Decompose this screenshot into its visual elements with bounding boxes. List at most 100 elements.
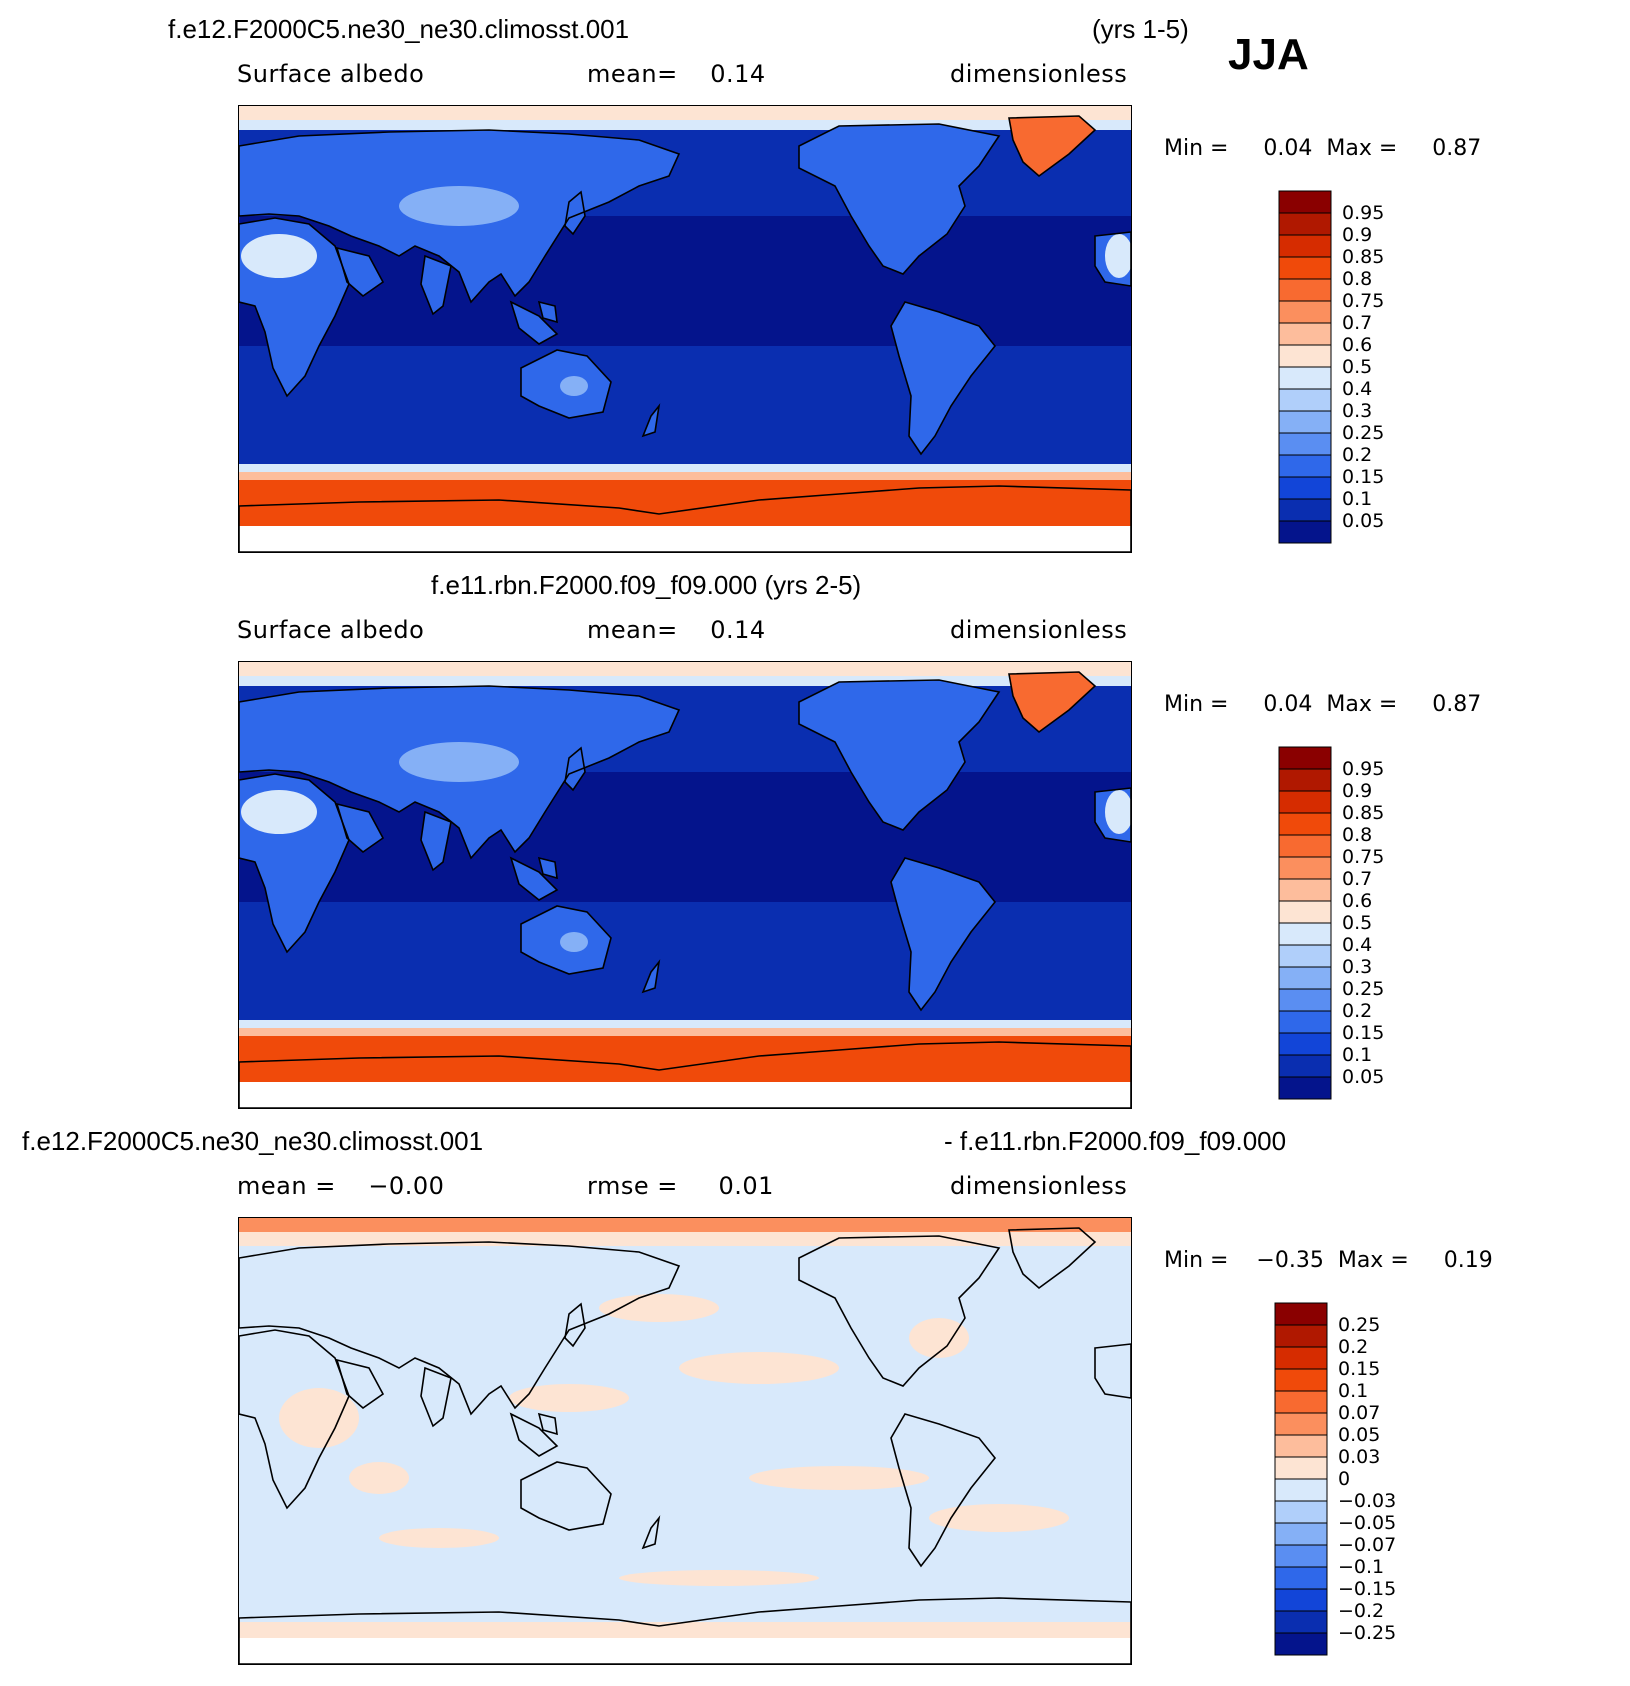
panel1-min-max: Min = 0.04 Max = 0.87 — [1164, 136, 1482, 161]
colorbar-label: −0.25 — [1338, 1622, 1396, 1644]
colorbar-swatch — [1278, 410, 1332, 434]
colorbar-swatch — [1274, 1566, 1328, 1590]
colorbar-label: −0.03 — [1338, 1490, 1396, 1512]
colorbar-swatch — [1274, 1632, 1328, 1656]
colorbar-swatch — [1278, 790, 1332, 814]
colorbar-label: 0.3 — [1342, 400, 1372, 422]
colorbar-label: 0.7 — [1342, 868, 1372, 890]
panel3-colorbar: 0.250.20.150.10.070.050.030−0.03−0.05−0.… — [1274, 1302, 1396, 1656]
colorbar-label: 0.25 — [1342, 978, 1384, 1000]
colorbar-swatch — [1274, 1346, 1328, 1370]
colorbar-label: 0.8 — [1342, 824, 1372, 846]
colorbar-swatch — [1278, 1076, 1332, 1100]
colorbar-label: 0.05 — [1342, 510, 1384, 532]
colorbar-swatch — [1278, 432, 1332, 456]
colorbar-label: 0.15 — [1342, 1022, 1384, 1044]
colorbar-swatch — [1278, 388, 1332, 412]
panel1-mean-label: mean= 0.14 — [587, 60, 766, 88]
colorbar-swatch — [1278, 966, 1332, 990]
panel1-units-label: dimensionless — [950, 60, 1128, 88]
panel1-title-right: (yrs 1-5) — [1092, 14, 1189, 44]
colorbar-swatch — [1278, 900, 1332, 924]
colorbar-label: 0.25 — [1338, 1314, 1380, 1336]
colorbar-swatch — [1278, 278, 1332, 302]
colorbar-swatch — [1274, 1500, 1328, 1524]
colorbar-swatch — [1278, 878, 1332, 902]
panel3-min-max: Min = −0.35 Max = 0.19 — [1164, 1248, 1493, 1273]
colorbar-label: 0.85 — [1342, 802, 1384, 824]
panel2-map-field — [239, 662, 1131, 1108]
panel2-map — [238, 661, 1132, 1109]
colorbar-swatch — [1278, 922, 1332, 946]
colorbar-label: −0.1 — [1338, 1556, 1384, 1578]
colorbar-swatch — [1278, 768, 1332, 792]
colorbar-label: 0.03 — [1338, 1446, 1380, 1468]
panel2-variable-label: Surface albedo — [237, 616, 425, 644]
colorbar-label: 0 — [1338, 1468, 1350, 1490]
colorbar-swatch — [1278, 988, 1332, 1012]
panel3-mean-label: mean = −0.00 — [237, 1172, 445, 1200]
panel2-min-max: Min = 0.04 Max = 0.87 — [1164, 692, 1482, 717]
colorbar-swatch — [1278, 212, 1332, 236]
colorbar-label: 0.4 — [1342, 378, 1372, 400]
colorbar-swatch — [1278, 856, 1332, 880]
panel3-title-right: - f.e11.rbn.F2000.f09_f09.000 — [944, 1126, 1287, 1156]
colorbar-swatch — [1278, 366, 1332, 390]
colorbar-label: 0.2 — [1342, 444, 1372, 466]
panel2-colorbar: 0.950.90.850.80.750.70.60.50.40.30.250.2… — [1278, 746, 1384, 1100]
colorbar-label: 0.85 — [1342, 246, 1384, 268]
colorbar-swatch — [1278, 256, 1332, 280]
panel2-mean-label: mean= 0.14 — [587, 616, 766, 644]
panel1-variable-label: Surface albedo — [237, 60, 425, 88]
colorbar-label: 0.05 — [1338, 1424, 1380, 1446]
colorbar-label: 0.7 — [1342, 312, 1372, 334]
colorbar-swatch — [1278, 1010, 1332, 1034]
colorbar-label: 0.4 — [1342, 934, 1372, 956]
colorbar-swatch — [1278, 1032, 1332, 1056]
colorbar-swatch — [1278, 520, 1332, 544]
colorbar-label: 0.6 — [1342, 890, 1372, 912]
panel3-map-field — [239, 1218, 1131, 1664]
panel1-colorbar: 0.950.90.850.80.750.70.60.50.40.30.250.2… — [1278, 190, 1384, 544]
panel2-units-label: dimensionless — [950, 616, 1128, 644]
colorbar-swatch — [1278, 746, 1332, 770]
colorbar-swatch — [1274, 1544, 1328, 1568]
colorbar-label: 0.95 — [1342, 202, 1384, 224]
colorbar-swatch — [1278, 812, 1332, 836]
colorbar-label: 0.5 — [1342, 356, 1372, 378]
colorbar-swatch — [1274, 1368, 1328, 1392]
colorbar-label: 0.9 — [1342, 780, 1372, 802]
colorbar-swatch — [1278, 834, 1332, 858]
panel3-map — [238, 1217, 1132, 1665]
colorbar-label: 0.2 — [1342, 1000, 1372, 1022]
colorbar-swatch — [1278, 344, 1332, 368]
panel3-title-left: f.e12.F2000C5.ne30_ne30.climosst.001 — [22, 1126, 484, 1156]
colorbar-label: 0.15 — [1342, 466, 1384, 488]
panel1-map — [238, 105, 1132, 553]
colorbar-label: 0.5 — [1342, 912, 1372, 934]
colorbar-swatch — [1274, 1434, 1328, 1458]
colorbar-label: 0.9 — [1342, 224, 1372, 246]
colorbar-label: −0.07 — [1338, 1534, 1396, 1556]
colorbar-label: 0.15 — [1338, 1358, 1380, 1380]
colorbar-swatch — [1278, 454, 1332, 478]
season-label: JJA — [1228, 30, 1309, 79]
colorbar-swatch — [1274, 1456, 1328, 1480]
colorbar-swatch — [1274, 1610, 1328, 1634]
panel1-map-field — [239, 106, 1131, 552]
colorbar-label: 0.3 — [1342, 956, 1372, 978]
panel3-units-label: dimensionless — [950, 1172, 1128, 1200]
colorbar-label: 0.75 — [1342, 846, 1384, 868]
panel3-rmse-label: rmse = 0.01 — [587, 1172, 774, 1200]
colorbar-swatch — [1278, 944, 1332, 968]
colorbar-swatch — [1278, 322, 1332, 346]
colorbar-swatch — [1278, 1054, 1332, 1078]
colorbar-swatch — [1278, 476, 1332, 500]
colorbar-label: 0.05 — [1342, 1066, 1384, 1088]
colorbar-label: 0.8 — [1342, 268, 1372, 290]
colorbar-label: 0.2 — [1338, 1336, 1368, 1358]
colorbar-swatch — [1278, 498, 1332, 522]
colorbar-swatch — [1274, 1412, 1328, 1436]
colorbar-label: 0.6 — [1342, 334, 1372, 356]
colorbar-label: 0.1 — [1342, 1044, 1372, 1066]
